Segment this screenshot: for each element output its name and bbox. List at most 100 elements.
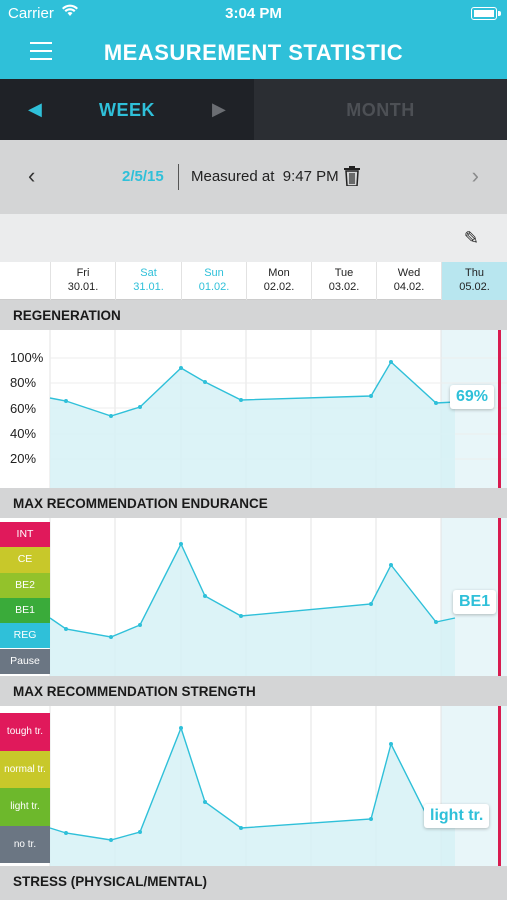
day-column-tue[interactable]: Tue 03.02. bbox=[311, 262, 376, 300]
period-tabs: ◀ WEEK ▶ MONTH bbox=[0, 79, 507, 140]
strength-point bbox=[369, 817, 373, 821]
regeneration-point bbox=[203, 380, 207, 384]
day-column-mon[interactable]: Mon 02.02. bbox=[246, 262, 311, 300]
section-header-strength: MAX RECOMMENDATION STRENGTH bbox=[0, 676, 507, 706]
measurement-date[interactable]: 2/5/15 bbox=[122, 168, 164, 185]
menu-icon[interactable] bbox=[30, 42, 52, 60]
regeneration-point bbox=[389, 360, 393, 364]
endurance-point bbox=[369, 602, 373, 606]
endurance-point bbox=[434, 620, 438, 624]
day-name: Sat bbox=[140, 267, 157, 279]
day-name: Fri bbox=[76, 267, 90, 279]
day-date: 04.02. bbox=[393, 281, 425, 293]
strength-level-no-tr: no tr. bbox=[0, 825, 50, 863]
section-header-endurance: MAX RECOMMENDATION ENDURANCE bbox=[0, 488, 507, 518]
strength-level-tough-tr: tough tr. bbox=[0, 713, 50, 751]
nav-bar: MEASUREMENT STATISTIC bbox=[0, 28, 507, 79]
current-marker-bar bbox=[498, 330, 501, 488]
day-date: 30.01. bbox=[67, 281, 99, 293]
day-column-sat[interactable]: Sat 31.01. bbox=[115, 262, 181, 300]
strength-point bbox=[389, 742, 393, 746]
tab-month-label: MONTH bbox=[346, 100, 415, 120]
day-name: Thu bbox=[465, 267, 484, 279]
day-date: 31.01. bbox=[133, 281, 164, 293]
y-axis-label: 60% bbox=[10, 400, 37, 416]
regeneration-plot bbox=[49, 330, 507, 488]
day-date: 01.02. bbox=[198, 281, 230, 293]
status-bar: Carrier 3:04 PM bbox=[0, 0, 507, 28]
strength-point bbox=[109, 838, 113, 842]
strength-level-light-tr: light tr. bbox=[0, 788, 50, 826]
endurance-point bbox=[203, 594, 207, 598]
day-date: 02.02. bbox=[263, 281, 295, 293]
strength-point bbox=[239, 826, 243, 830]
divider bbox=[178, 164, 179, 190]
day-date: 03.02. bbox=[328, 281, 360, 293]
measured-at-label: Measured at bbox=[191, 168, 275, 185]
regeneration-chart: 100% 80% 60% 40% 20% 69% bbox=[0, 330, 507, 488]
day-column-sun[interactable]: Sun 01.02. bbox=[181, 262, 246, 300]
strength-plot bbox=[49, 706, 507, 866]
section-header-regeneration: REGENERATION bbox=[0, 300, 507, 330]
endurance-point bbox=[389, 563, 393, 567]
y-axis-label: 100% bbox=[10, 350, 44, 365]
status-time: 3:04 PM bbox=[225, 5, 282, 22]
regeneration-point bbox=[369, 394, 373, 398]
endurance-point bbox=[109, 635, 113, 639]
endurance-point bbox=[138, 623, 142, 627]
tab-month[interactable]: MONTH bbox=[254, 79, 507, 140]
chevron-left-icon[interactable]: ‹ bbox=[28, 163, 36, 188]
day-column-wed[interactable]: Wed 04.02. bbox=[376, 262, 441, 300]
day-date: 05.02. bbox=[459, 281, 490, 293]
day-name: Wed bbox=[397, 267, 421, 279]
strength-chart: tough tr. normal tr. light tr. no tr. light … bbox=[0, 706, 507, 866]
endurance-level-pause: Pause bbox=[0, 648, 50, 674]
measured-time: 9:47 PM bbox=[282, 168, 339, 185]
endurance-point bbox=[179, 542, 183, 546]
regeneration-point bbox=[239, 398, 243, 402]
endurance-point bbox=[64, 627, 68, 631]
chevron-right-icon[interactable]: › bbox=[471, 163, 479, 188]
strength-current-value: light tr. bbox=[424, 804, 490, 828]
strength-level-normal-tr: normal tr. bbox=[0, 750, 50, 788]
endurance-chart: INT CE BE2 BE1 REG Pause BE1 bbox=[0, 518, 507, 676]
day-name: Tue bbox=[334, 267, 354, 279]
regeneration-point bbox=[179, 366, 183, 370]
regeneration-area bbox=[50, 362, 455, 488]
regeneration-point bbox=[434, 401, 438, 405]
regeneration-point bbox=[64, 399, 68, 403]
day-column-fri[interactable]: Fri 30.01. bbox=[50, 262, 115, 300]
current-marker-bar bbox=[498, 518, 501, 676]
measured-at-text: Measured at 9:47 PM bbox=[191, 168, 339, 185]
regeneration-point bbox=[109, 414, 113, 418]
section-header-stress: STRESS (PHYSICAL/MENTAL) bbox=[0, 866, 507, 900]
trash-icon[interactable] bbox=[344, 166, 360, 187]
endurance-level-be2: BE2 bbox=[0, 572, 50, 598]
next-week-icon[interactable]: ▶ bbox=[212, 99, 226, 119]
pencil-icon[interactable]: ✎ bbox=[463, 228, 479, 248]
regeneration-current-value: 69% bbox=[450, 385, 495, 409]
strength-point bbox=[179, 726, 183, 730]
endurance-level-reg: REG bbox=[0, 623, 50, 649]
tab-week-label: WEEK bbox=[99, 100, 155, 120]
endurance-level-ce: CE bbox=[0, 547, 50, 573]
endurance-area bbox=[50, 544, 455, 676]
strength-area bbox=[50, 728, 455, 866]
previous-week-icon[interactable]: ◀ bbox=[28, 99, 42, 119]
endurance-plot bbox=[49, 518, 507, 676]
endurance-level-be1: BE1 bbox=[0, 597, 50, 624]
battery-icon bbox=[471, 7, 501, 20]
tab-week[interactable]: ◀ WEEK ▶ bbox=[0, 79, 254, 140]
endurance-point bbox=[239, 614, 243, 618]
measurement-date-bar: ‹ 2/5/15 Measured at 9:47 PM › bbox=[0, 140, 507, 214]
y-axis-label: 80% bbox=[10, 375, 37, 391]
day-header: Fri 30.01. Sat 31.01. Sun 01.02. Mon 02.02. Tue 0… bbox=[0, 262, 507, 300]
wifi-icon bbox=[62, 4, 78, 20]
regeneration-point bbox=[138, 405, 142, 409]
carrier-label: Carrier bbox=[8, 5, 54, 22]
day-column-thu[interactable]: Thu 05.02. bbox=[441, 262, 507, 300]
strength-point bbox=[203, 800, 207, 804]
current-marker-bar bbox=[498, 706, 501, 866]
page-title: MEASUREMENT STATISTIC bbox=[103, 40, 404, 65]
day-name: Mon bbox=[268, 267, 290, 279]
